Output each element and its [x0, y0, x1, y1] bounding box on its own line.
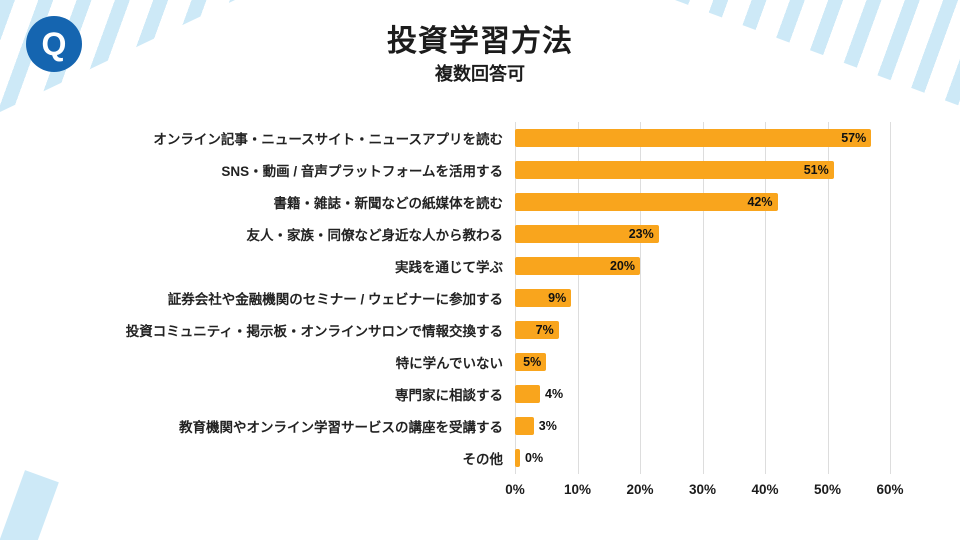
- bar-chart: オンライン記事・ニュースサイト・ニュースアプリを読む 57% SNS・動画 / 音声…: [75, 122, 904, 498]
- bar-track: 57%: [515, 122, 890, 154]
- bar: 23%: [515, 225, 659, 243]
- bar-track: 23%: [515, 218, 890, 250]
- category-label: 特に学んでいない: [395, 356, 503, 371]
- value-label: 51%: [803, 163, 829, 177]
- bar-track: 3%: [515, 410, 890, 442]
- bar-track: 20%: [515, 250, 890, 282]
- page-subtitle: 複数回答可: [435, 64, 525, 84]
- chart-row: SNS・動画 / 音声プラットフォームを活用する 51%: [75, 154, 890, 186]
- category-label: 実践を通じて学ぶ: [395, 260, 503, 275]
- value-label: 5%: [523, 355, 542, 369]
- page-title: 投資学習方法: [387, 25, 573, 58]
- bar-track: 42%: [515, 186, 890, 218]
- chart-row: オンライン記事・ニュースサイト・ニュースアプリを読む 57%: [75, 122, 890, 154]
- category-label: 友人・家族・同僚など身近な人から教わる: [246, 228, 504, 243]
- x-axis-tick: 30%: [688, 482, 717, 497]
- chart-row: 教育機関やオンライン学習サービスの講座を受講する 3%: [75, 410, 890, 442]
- x-axis: 0% 10% 20% 30% 40% 50% 60%: [505, 474, 903, 498]
- chart-row: 書籍・雑誌・新聞などの紙媒体を読む 42%: [75, 186, 890, 218]
- chart-row: 特に学んでいない 5%: [75, 346, 890, 378]
- gridline: [890, 122, 891, 474]
- bar: 7%: [515, 321, 559, 339]
- category-label: 投資コミュニティ・掲示板・オンラインサロンで情報交換する: [125, 324, 503, 339]
- bar: 20%: [515, 257, 640, 275]
- category-label: 専門家に相談する: [395, 388, 503, 403]
- chart-row: 証券会社や金融機関のセミナー / ウェビナーに参加する 9%: [75, 282, 890, 314]
- bar-track: 9%: [515, 282, 890, 314]
- bar-track: 4%: [515, 378, 890, 410]
- value-label: 3%: [538, 419, 557, 433]
- category-label: オンライン記事・ニュースサイト・ニュースアプリを読む: [153, 132, 503, 147]
- chart-rows: オンライン記事・ニュースサイト・ニュースアプリを読む 57% SNS・動画 / 音声…: [75, 122, 890, 474]
- value-label: 20%: [609, 259, 635, 273]
- bar-track: 7%: [515, 314, 890, 346]
- q-logo: Q: [26, 16, 82, 72]
- value-label: 4%: [545, 387, 564, 401]
- x-axis-tick: 0%: [505, 482, 525, 497]
- value-label: 7%: [535, 323, 554, 337]
- x-axis-tick: 40%: [751, 482, 779, 497]
- chart-row: 友人・家族・同僚など身近な人から教わる 23%: [75, 218, 890, 250]
- category-label: 証券会社や金融機関のセミナー / ウェビナーに参加する: [167, 292, 503, 307]
- bar: [515, 449, 520, 467]
- decor-band-bottom-left: [0, 470, 59, 540]
- x-axis-tick: 20%: [626, 482, 654, 497]
- category-label: 書籍・雑誌・新聞などの紙媒体を読む: [273, 196, 504, 211]
- bar: [515, 417, 534, 435]
- bar: 51%: [515, 161, 834, 179]
- x-axis-tick: 50%: [813, 482, 842, 497]
- gridline: [702, 122, 704, 474]
- x-axis-tick: 60%: [876, 482, 904, 497]
- bar-track: 51%: [515, 154, 890, 186]
- value-label: 9%: [548, 291, 567, 305]
- gridline: [827, 122, 829, 474]
- bar-track: 5%: [515, 346, 890, 378]
- gridline: [577, 122, 579, 474]
- bar: 9%: [515, 289, 572, 307]
- value-label: 0%: [525, 451, 544, 465]
- bar: 57%: [515, 129, 872, 147]
- gridline: [640, 122, 641, 474]
- x-axis-tick: 10%: [563, 482, 592, 497]
- value-label: 42%: [747, 195, 773, 209]
- chart-row: 投資コミュニティ・掲示板・オンラインサロンで情報交換する 7%: [75, 314, 890, 346]
- value-label: 57%: [841, 131, 867, 145]
- category-label: SNS・動画 / 音声プラットフォームを活用する: [221, 164, 503, 179]
- value-label: 23%: [628, 227, 654, 241]
- bar: 5%: [515, 353, 547, 371]
- chart-row: 専門家に相談する 4%: [75, 378, 890, 410]
- chart-row: その他 0%: [75, 442, 890, 474]
- chart-row: 実践を通じて学ぶ 20%: [75, 250, 890, 282]
- bar: [515, 385, 540, 403]
- category-label: 教育機関やオンライン学習サービスの講座を受講する: [179, 420, 503, 435]
- gridline: [765, 122, 766, 474]
- bar-track: 0%: [515, 442, 890, 474]
- q-logo-letter: Q: [41, 25, 67, 62]
- category-label: その他: [462, 452, 504, 467]
- bar: 42%: [515, 193, 778, 211]
